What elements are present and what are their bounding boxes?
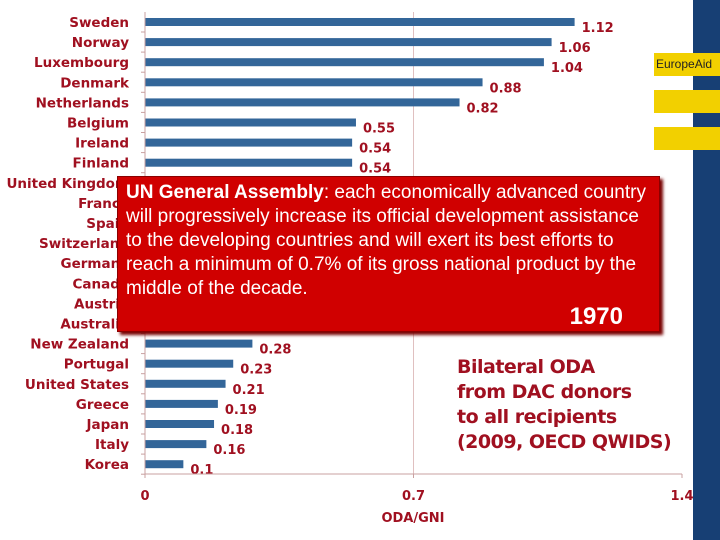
- bar: [145, 98, 460, 107]
- category-label: Norway: [72, 35, 129, 51]
- data-label: 0.54: [359, 162, 391, 177]
- data-label: 1.12: [582, 21, 614, 36]
- bar: [145, 339, 253, 348]
- data-label: 0.82: [467, 101, 499, 116]
- category-label: Austria: [74, 296, 129, 312]
- data-label: 0.55: [363, 122, 395, 137]
- bar: [145, 18, 575, 26]
- x-axis-label: ODA/GNI: [381, 511, 444, 526]
- x-tick-label: 0.7: [402, 489, 425, 504]
- brand-yellow-bar: [654, 127, 720, 150]
- data-label: 0.23: [240, 363, 272, 378]
- bar: [145, 78, 483, 87]
- x-tick-label: 0: [140, 489, 149, 504]
- category-label: Greece: [76, 397, 129, 413]
- category-label: Australia: [60, 317, 129, 333]
- category-label: Germany: [61, 256, 130, 272]
- callout-text: : each economically advanced country wil…: [126, 182, 646, 299]
- bar: [145, 158, 353, 167]
- category-label: United States: [25, 377, 129, 393]
- un-resolution-callout: UN General Assembly: each economically a…: [117, 176, 660, 332]
- bar: [145, 58, 544, 67]
- europeaid-logo: EuropeAid: [654, 53, 720, 76]
- category-label: Korea: [85, 457, 129, 473]
- source-note: Bilateral ODA from DAC donors to all rec…: [457, 355, 672, 455]
- category-label: Luxembourg: [34, 55, 129, 71]
- callout-year: 1970: [569, 303, 623, 330]
- bar: [145, 420, 215, 428]
- category-label: Japan: [85, 417, 129, 433]
- bar: [145, 440, 207, 449]
- data-label: 0.28: [259, 343, 291, 358]
- data-label: 1.04: [551, 61, 583, 76]
- note-line: from DAC donors: [457, 381, 632, 403]
- category-label: Switzerland: [39, 236, 129, 252]
- category-label: Sweden: [69, 15, 129, 31]
- bar: [145, 359, 234, 368]
- brand-blue-band: [693, 0, 720, 540]
- note-line: Bilateral ODA: [457, 356, 595, 378]
- data-label: 0.21: [233, 383, 265, 398]
- category-label: United Kingdom: [6, 176, 129, 192]
- callout-title: UN General Assembly: [126, 182, 324, 203]
- data-label: 0.19: [225, 403, 257, 418]
- data-label: 0.88: [490, 81, 522, 96]
- category-label: Finland: [73, 156, 129, 172]
- bar: [145, 38, 552, 47]
- x-tick-label: 1.4: [670, 489, 693, 504]
- bar: [145, 138, 353, 147]
- category-label: Belgium: [67, 116, 129, 132]
- brand-yellow-bar: [654, 90, 720, 113]
- bar: [145, 460, 184, 469]
- category-label: Denmark: [60, 75, 130, 91]
- bar: [145, 399, 218, 408]
- bar: [145, 118, 356, 127]
- category-label: Canada: [72, 276, 129, 292]
- data-label: 0.16: [213, 443, 245, 458]
- category-label: Portugal: [64, 357, 129, 373]
- category-label: Italy: [95, 437, 129, 453]
- note-line: to all recipients: [457, 406, 617, 428]
- bar: [145, 379, 226, 388]
- category-label: Ireland: [75, 136, 129, 152]
- data-label: 0.18: [221, 423, 253, 438]
- data-label: 1.06: [559, 41, 591, 56]
- category-label: New Zealand: [30, 337, 129, 353]
- data-label: 0.1: [190, 463, 213, 478]
- note-line: (2009, OECD QWIDS): [457, 431, 672, 453]
- data-label: 0.54: [359, 142, 391, 157]
- category-label: France: [78, 196, 129, 212]
- category-label: Netherlands: [36, 95, 129, 111]
- europeaid-label: EuropeAid: [656, 57, 713, 71]
